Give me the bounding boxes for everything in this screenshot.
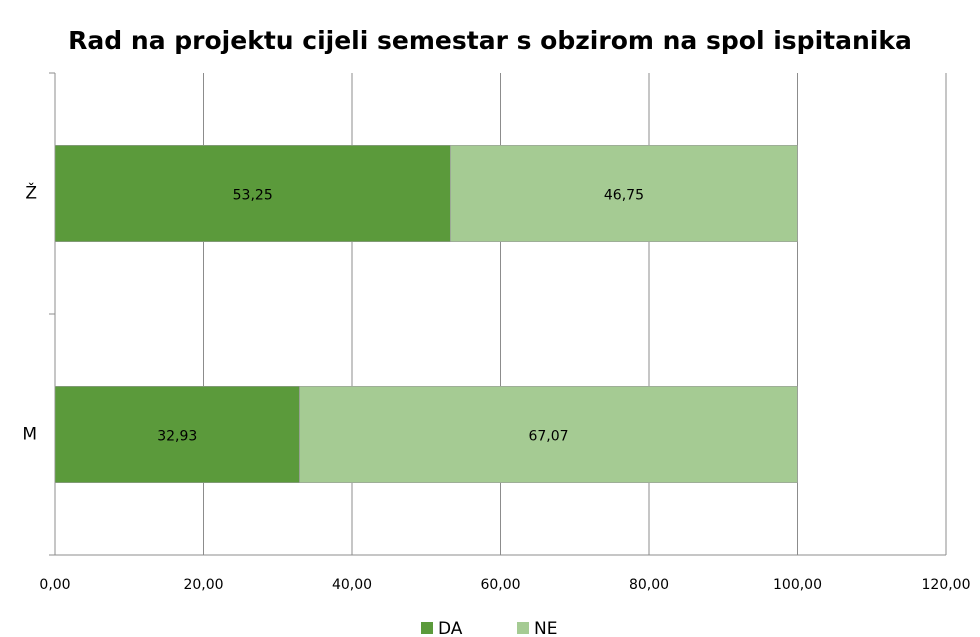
data-label: 67,07 [528, 429, 568, 445]
data-label: 32,93 [157, 429, 197, 445]
x-tick-label: 120,00 [922, 577, 971, 593]
x-tick-label: 60,00 [480, 577, 520, 593]
bar [54, 385, 300, 483]
bar [450, 145, 798, 243]
x-tick-label: 0,00 [39, 577, 70, 593]
y-tick-label: Ž [25, 182, 37, 204]
y-tick-label: M [22, 425, 37, 445]
legend-label: DA [438, 619, 463, 637]
data-label: 53,25 [233, 188, 273, 204]
bar [299, 385, 798, 483]
chart-title: Rad na projektu cijeli semestar s obziro… [68, 26, 912, 55]
legend-label: NE [534, 619, 557, 637]
x-tick-label: 100,00 [773, 577, 822, 593]
x-tick-label: 40,00 [332, 577, 372, 593]
x-tick-label: 20,00 [183, 577, 223, 593]
bar [54, 145, 451, 243]
data-label: 46,75 [604, 188, 644, 204]
legend-swatch [421, 622, 433, 634]
x-tick-label: 80,00 [629, 577, 669, 593]
legend-swatch [517, 622, 529, 634]
